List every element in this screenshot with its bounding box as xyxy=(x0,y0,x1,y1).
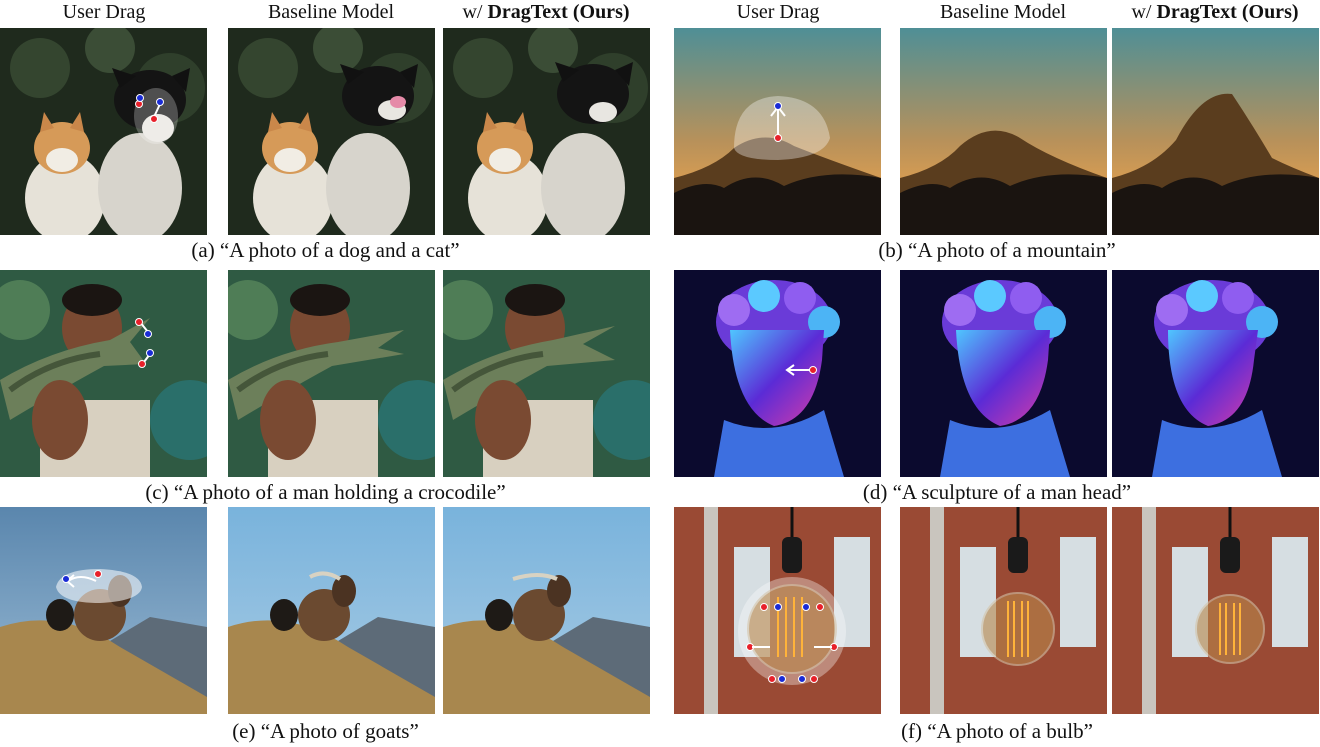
image-crocodile-dragtext xyxy=(443,270,650,477)
target-point xyxy=(156,98,164,106)
target-point xyxy=(146,349,154,357)
target-point xyxy=(774,603,782,611)
caption-e: (e) “A photo of goats” xyxy=(232,719,419,743)
image-mountain-baseline xyxy=(900,28,1107,235)
handle-point xyxy=(760,603,768,611)
image-sculpture-user-drag xyxy=(674,270,881,477)
image-sculpture-dragtext xyxy=(1112,270,1319,477)
caption-b: (b) “A photo of a mountain” xyxy=(878,238,1116,262)
image-goats-baseline xyxy=(228,507,435,714)
target-point xyxy=(144,330,152,338)
target-point xyxy=(798,675,806,683)
image-bulb-user-drag xyxy=(674,507,881,714)
target-point xyxy=(136,94,144,102)
column-header-baseline-right: Baseline Model xyxy=(939,1,1067,23)
target-point xyxy=(774,102,782,110)
handle-point xyxy=(774,134,782,142)
column-header-user-drag-left: User Drag xyxy=(62,1,146,23)
target-point xyxy=(62,575,70,583)
image-mountain-dragtext xyxy=(1112,28,1319,235)
handle-point xyxy=(809,366,817,374)
image-mountain-user-drag xyxy=(674,28,881,235)
image-crocodile-user-drag xyxy=(0,270,207,477)
caption-c: (c) “A photo of a man holding a crocodil… xyxy=(145,480,506,504)
image-bulb-baseline xyxy=(900,507,1107,714)
image-goats-dragtext xyxy=(443,507,650,714)
caption-f: (f) “A photo of a bulb” xyxy=(901,719,1093,743)
caption-d: (d) “A sculpture of a man head” xyxy=(862,480,1132,504)
image-dog-cat-dragtext xyxy=(443,28,650,235)
image-dog-cat-user-drag xyxy=(0,28,207,235)
handle-point xyxy=(816,603,824,611)
column-header-user-drag-right: User Drag xyxy=(736,1,820,23)
handle-point xyxy=(94,570,102,578)
target-point xyxy=(802,603,810,611)
caption-a: (a) “A photo of a dog and a cat” xyxy=(191,238,460,262)
target-point xyxy=(778,675,786,683)
handle-point xyxy=(135,318,143,326)
column-header-dragtext-left: w/ DragText (Ours) xyxy=(462,1,630,23)
image-crocodile-baseline xyxy=(228,270,435,477)
handle-point xyxy=(810,675,818,683)
image-goats-user-drag xyxy=(0,507,207,714)
image-bulb-dragtext xyxy=(1112,507,1319,714)
image-sculpture-baseline xyxy=(900,270,1107,477)
image-dog-cat-baseline xyxy=(228,28,435,235)
handle-point xyxy=(138,360,146,368)
column-header-dragtext-right: w/ DragText (Ours) xyxy=(1131,1,1299,23)
handle-point xyxy=(150,115,158,123)
column-header-baseline-left: Baseline Model xyxy=(267,1,395,23)
handle-point xyxy=(768,675,776,683)
